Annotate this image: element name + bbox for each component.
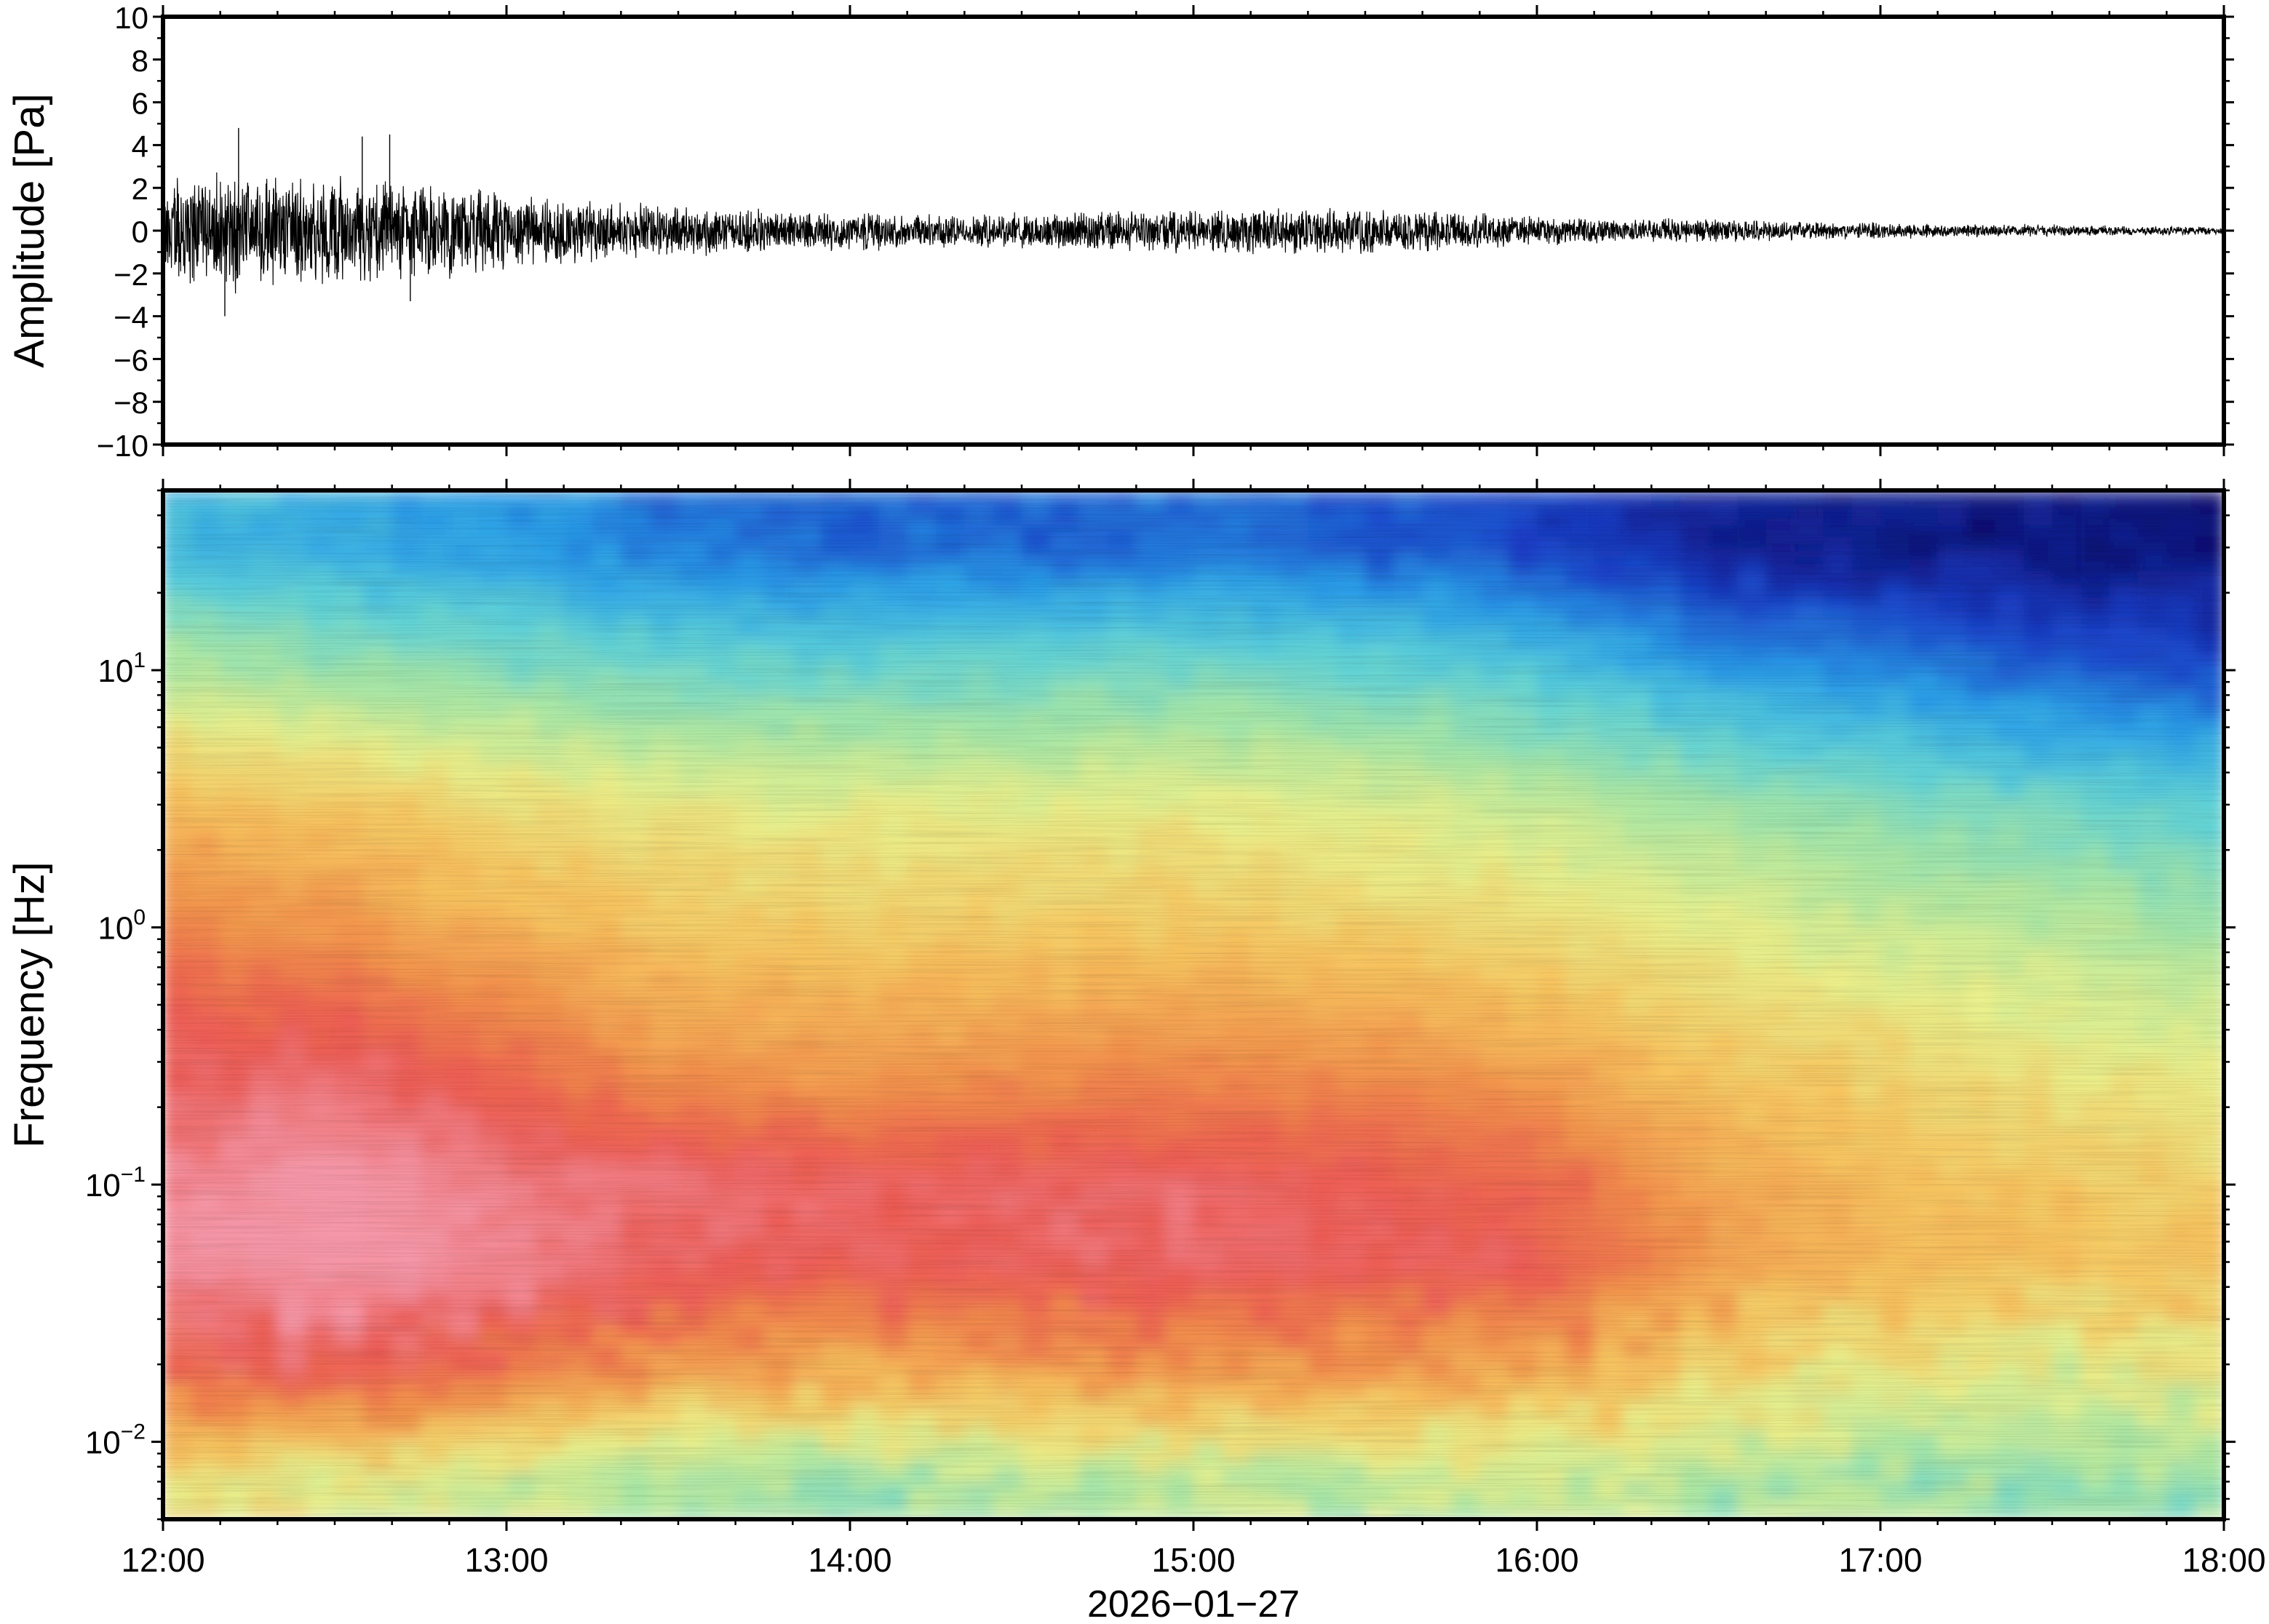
waveform-y-tick-label: −2 <box>114 258 148 292</box>
waveform-y-tick-label: −10 <box>97 429 148 463</box>
waveform-y-tick-label: 8 <box>132 44 148 78</box>
waveform-peaks <box>224 127 411 317</box>
spectrogram-image <box>163 490 2224 1519</box>
waveform-y-ticks: 10 8 6 4 2 0 −2 −4 −6 −8 −10 <box>97 1 2234 463</box>
waveform-y-tick-label: 4 <box>132 129 148 163</box>
waveform-y-tick-label: −6 <box>114 343 148 377</box>
waveform-y-tick-label: −8 <box>114 386 148 420</box>
waveform-y-axis-label: Amplitude [Pa] <box>6 93 53 367</box>
waveform-y-tick-label: 2 <box>132 172 148 206</box>
waveform-y-tick-label: 6 <box>132 87 148 121</box>
waveform-y-tick-label: 10 <box>114 1 148 35</box>
waveform-y-tick-label: −4 <box>114 300 148 335</box>
waveform-trace <box>163 127 2224 317</box>
waveform-line <box>163 172 2224 294</box>
waveform-x-ticks <box>162 5 2225 456</box>
waveform-y-tick-label: 0 <box>132 215 148 249</box>
waveform-panel: 10 8 6 4 2 0 −2 −4 −6 −8 −10 Amplitude [Pa] <box>6 1 2234 463</box>
